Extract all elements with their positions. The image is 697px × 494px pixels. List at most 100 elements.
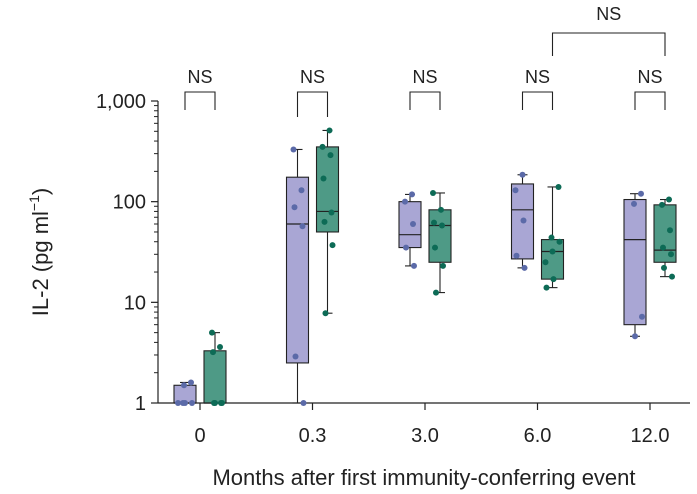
- data-point: [519, 171, 526, 178]
- points: [175, 127, 675, 406]
- data-point: [410, 220, 416, 227]
- data-point: [631, 200, 637, 207]
- data-point: [512, 187, 519, 194]
- data-point: [328, 209, 335, 216]
- ns-label: NS: [596, 4, 621, 24]
- data-point: [666, 196, 672, 203]
- data-point: [175, 400, 181, 406]
- y-axis-label-close: ): [28, 188, 53, 195]
- data-point: [639, 313, 645, 320]
- ns-label: NS: [300, 67, 325, 87]
- data-point: [660, 244, 666, 251]
- bracket-line: [551, 32, 666, 56]
- data-point: [440, 262, 446, 269]
- data-point: [300, 400, 307, 406]
- data-point: [322, 310, 329, 317]
- data-point: [520, 217, 527, 224]
- box-iqr: [285, 176, 310, 364]
- x-axis-label: Months after first immunity-conferring e…: [212, 465, 635, 490]
- box-iqr: [315, 146, 340, 233]
- bracket-line: [296, 91, 329, 117]
- ns-label: NS: [187, 67, 212, 87]
- axes: [157, 101, 690, 404]
- bracket-line: [634, 91, 666, 110]
- data-point: [402, 198, 408, 205]
- data-point: [211, 400, 217, 406]
- box-iqr: [203, 350, 227, 404]
- data-point: [292, 353, 299, 360]
- ns-bracket-6.0: NS: [521, 67, 554, 110]
- ns-bracket-3.0: NS: [409, 67, 441, 110]
- ns-label: NS: [637, 67, 662, 87]
- data-point: [180, 400, 186, 406]
- x-tick-label: 6.0: [524, 425, 552, 447]
- box-group-purple-12.0: [623, 193, 647, 337]
- data-point: [667, 227, 673, 234]
- x-tick-label: 0.3: [299, 425, 327, 447]
- data-point: [433, 289, 439, 296]
- y-tick-label: 100: [113, 192, 146, 214]
- ns-bracket-0: NS: [184, 67, 216, 110]
- x-tick-label: 0: [194, 425, 205, 447]
- x-tick-label: 12.0: [631, 425, 670, 447]
- box-iqr: [428, 209, 452, 263]
- box-group-green-0.3: [315, 129, 340, 314]
- data-point: [411, 262, 417, 269]
- y-tick-label: 1: [135, 393, 146, 415]
- data-point: [542, 259, 549, 266]
- ns-bracket-12.0: NS: [634, 67, 666, 110]
- y-ticks: 1 10 100 1,000: [96, 91, 158, 415]
- data-point: [319, 143, 326, 150]
- data-point: [659, 201, 665, 208]
- data-point: [661, 264, 667, 271]
- data-point: [290, 146, 297, 153]
- significance-brackets: NS NS NS NS NS NS: [184, 4, 666, 117]
- data-point: [548, 234, 555, 241]
- data-point: [209, 329, 215, 336]
- data-point: [549, 248, 556, 255]
- data-point: [409, 191, 415, 198]
- bracket-line: [184, 91, 216, 110]
- data-point: [432, 244, 438, 251]
- data-point: [329, 242, 336, 249]
- data-point: [438, 206, 444, 213]
- x-ticks: 0 0.3 3.0 6.0 12.0: [194, 403, 669, 447]
- data-point: [321, 218, 328, 225]
- data-point: [668, 251, 674, 258]
- boxes: [173, 129, 677, 404]
- data-point: [181, 382, 187, 389]
- data-point: [217, 343, 223, 350]
- data-point: [556, 238, 563, 245]
- data-point: [403, 244, 409, 251]
- y-tick-label: 10: [124, 292, 146, 314]
- data-point: [188, 379, 194, 386]
- data-point: [298, 187, 305, 194]
- data-point: [632, 333, 638, 340]
- y-axis-label-superscript: −1: [26, 195, 42, 211]
- data-point: [299, 223, 306, 230]
- data-point: [327, 152, 334, 159]
- y-axis-label-main: IL-2 (pg ml: [28, 211, 53, 316]
- ns-label: NS: [525, 67, 550, 87]
- box-group-purple-3.0: [398, 193, 422, 267]
- ns-bracket-6.0-12.0: NS: [551, 4, 666, 56]
- data-point: [638, 190, 644, 197]
- data-point: [513, 252, 520, 259]
- x-tick-label: 3.0: [411, 425, 439, 447]
- data-point: [430, 189, 436, 196]
- data-point: [439, 222, 445, 229]
- data-point: [555, 183, 562, 190]
- y-axis-label: IL-2 (pg ml−1): [26, 188, 53, 316]
- box-group-green-0: [203, 332, 227, 404]
- data-point: [669, 273, 675, 280]
- box-iqr: [623, 198, 647, 326]
- bracket-line: [409, 91, 441, 110]
- box-group-green-6.0: [540, 186, 565, 289]
- box-group-purple-0.3: [285, 148, 310, 404]
- data-point: [431, 219, 437, 226]
- box-iqr: [398, 201, 422, 249]
- data-point: [210, 349, 216, 356]
- data-point: [326, 127, 333, 134]
- ns-label: NS: [412, 67, 437, 87]
